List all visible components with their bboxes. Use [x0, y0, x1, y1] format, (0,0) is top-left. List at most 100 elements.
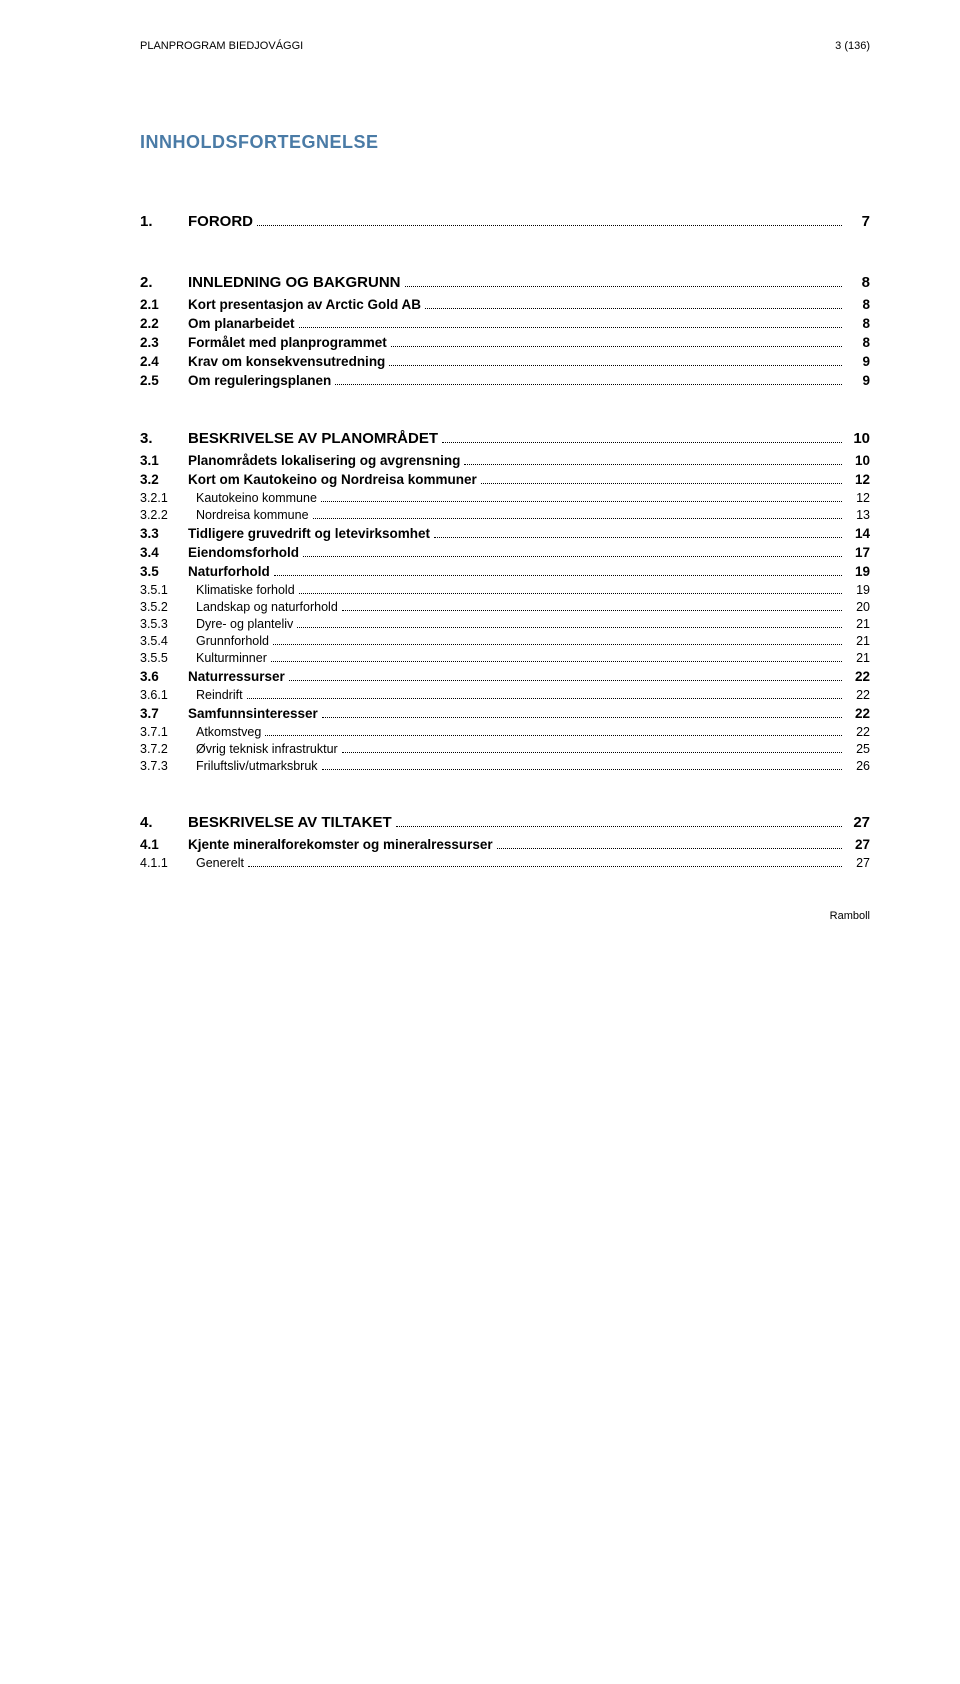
toc-entry-number: 2.4	[140, 354, 188, 369]
toc-dot-leader	[289, 680, 842, 681]
toc-dot-leader	[274, 575, 842, 576]
toc-entry-number: 2.2	[140, 316, 188, 331]
toc-entry-page: 9	[846, 373, 870, 388]
toc-entry-number: 3.5.5	[140, 651, 196, 665]
toc-entry-page: 13	[846, 508, 870, 522]
toc-entry-page: 22	[846, 725, 870, 739]
toc-entry-number: 4.1.1	[140, 856, 196, 870]
toc-entry-number: 3.3	[140, 526, 188, 541]
toc-entry-label: FORORD	[188, 213, 253, 230]
header-right: 3 (136)	[835, 40, 870, 52]
toc-entry: 4.1.1Generelt27	[140, 856, 870, 870]
toc-dot-leader	[389, 365, 842, 366]
toc-entry-page: 22	[846, 706, 870, 721]
toc-entry-label: Kort om Kautokeino og Nordreisa kommuner	[188, 472, 477, 487]
toc-entry: 4.1Kjente mineralforekomster og mineralr…	[140, 837, 870, 852]
toc-dot-leader	[425, 308, 842, 309]
toc-entry-page: 22	[846, 669, 870, 684]
toc-dot-leader	[497, 848, 842, 849]
toc-entry: 3.5.3Dyre- og planteliv 21	[140, 617, 870, 631]
toc-entry-number: 4.1	[140, 837, 188, 852]
toc-entry-number: 3.5.2	[140, 600, 196, 614]
toc-entry-page: 27	[846, 856, 870, 870]
toc-entry-page: 21	[846, 651, 870, 665]
toc-entry-number: 2.5	[140, 373, 188, 388]
toc-entry-page: 10	[846, 430, 870, 447]
toc-dot-leader	[321, 501, 842, 502]
toc-dot-leader	[322, 769, 842, 770]
toc-entry-page: 21	[846, 617, 870, 631]
toc-dot-leader	[247, 698, 842, 699]
toc-dot-leader	[391, 346, 842, 347]
toc-entry-label: Eiendomsforhold	[188, 545, 299, 560]
toc-entry-page: 10	[846, 453, 870, 468]
toc-entry-page: 27	[846, 837, 870, 852]
toc-entry-label: Samfunnsinteresser	[188, 706, 318, 721]
toc-dot-leader	[248, 866, 842, 867]
toc-entry-page: 22	[846, 688, 870, 702]
toc-entry: 3.5.2Landskap og naturforhold20	[140, 600, 870, 614]
toc-dot-leader	[265, 735, 842, 736]
toc-entry-label: Kjente mineralforekomster og mineralress…	[188, 837, 493, 852]
toc-dot-leader	[405, 286, 843, 287]
toc-entry: 3.4Eiendomsforhold 17	[140, 545, 870, 560]
toc-entry: 3.7Samfunnsinteresser 22	[140, 706, 870, 721]
toc-entry-number: 3.6.1	[140, 688, 196, 702]
toc-entry-label: Kort presentasjon av Arctic Gold AB	[188, 297, 421, 312]
toc-entry: 3.3Tidligere gruvedrift og letevirksomhe…	[140, 526, 870, 541]
toc-entry-label: Dyre- og planteliv	[196, 617, 293, 631]
toc-entry-page: 14	[846, 526, 870, 541]
toc-entry: 2.3Formålet med planprogrammet8	[140, 335, 870, 350]
toc-entry: 3.BESKRIVELSE AV PLANOMRÅDET10	[140, 430, 870, 447]
toc-entry-number: 1.	[140, 213, 188, 230]
toc-entry-label: Krav om konsekvensutredning	[188, 354, 385, 369]
toc-entry: 3.2.1Kautokeino kommune12	[140, 491, 870, 505]
toc-entry-number: 3.1	[140, 453, 188, 468]
toc-dot-leader	[342, 610, 842, 611]
toc-dot-leader	[303, 556, 842, 557]
toc-entry: 3.5.4Grunnforhold21	[140, 634, 870, 648]
toc-entry-page: 19	[846, 564, 870, 579]
toc-entry: 3.6Naturressurser22	[140, 669, 870, 684]
toc-entry-number: 2.	[140, 274, 188, 291]
toc-entry: 3.6.1Reindrift22	[140, 688, 870, 702]
toc-entry: 2.INNLEDNING OG BAKGRUNN8	[140, 274, 870, 291]
toc-entry: 2.4Krav om konsekvensutredning 9	[140, 354, 870, 369]
toc-entry: 3.7.2Øvrig teknisk infrastruktur25	[140, 742, 870, 756]
toc-entry: 3.5Naturforhold19	[140, 564, 870, 579]
toc-entry: 2.5Om reguleringsplanen9	[140, 373, 870, 388]
toc-entry-page: 8	[846, 316, 870, 331]
toc-entry-number: 3.4	[140, 545, 188, 560]
toc-entry-label: INNLEDNING OG BAKGRUNN	[188, 274, 401, 291]
toc-entry-label: Kautokeino kommune	[196, 491, 317, 505]
toc-entry-number: 3.7	[140, 706, 188, 721]
toc-dot-leader	[464, 464, 842, 465]
toc-entry-number: 3.2.1	[140, 491, 196, 505]
toc-entry-number: 3.5.3	[140, 617, 196, 631]
toc-entry-page: 8	[846, 297, 870, 312]
toc-dot-leader	[297, 627, 842, 628]
toc-entry-number: 3.7.2	[140, 742, 196, 756]
toc-entry: 2.2Om planarbeidet 8	[140, 316, 870, 331]
toc-entry-label: Tidligere gruvedrift og letevirksomhet	[188, 526, 430, 541]
footer-text: Ramboll	[140, 910, 870, 922]
toc-entry: 3.2.2Nordreisa kommune13	[140, 508, 870, 522]
toc-entry-number: 3.5.4	[140, 634, 196, 648]
toc-entry: 1.FORORD 7	[140, 213, 870, 230]
toc-dot-leader	[299, 327, 842, 328]
toc-entry-label: Planområdets lokalisering og avgrensning	[188, 453, 460, 468]
toc-entry-page: 7	[846, 213, 870, 230]
toc-entry-number: 3.5.1	[140, 583, 196, 597]
toc-entry-number: 3.5	[140, 564, 188, 579]
toc-entry-label: Om planarbeidet	[188, 316, 295, 331]
toc-dot-leader	[313, 518, 842, 519]
toc-dot-leader	[271, 661, 842, 662]
toc-entry-page: 17	[846, 545, 870, 560]
toc-entry-page: 20	[846, 600, 870, 614]
toc-entry: 3.5.1Klimatiske forhold19	[140, 583, 870, 597]
toc-entry-page: 9	[846, 354, 870, 369]
toc-entry-page: 26	[846, 759, 870, 773]
toc-entry-label: Øvrig teknisk infrastruktur	[196, 742, 338, 756]
page-header: PLANPROGRAM BIEDJOVÁGGI 3 (136)	[140, 40, 870, 52]
header-left: PLANPROGRAM BIEDJOVÁGGI	[140, 40, 303, 52]
